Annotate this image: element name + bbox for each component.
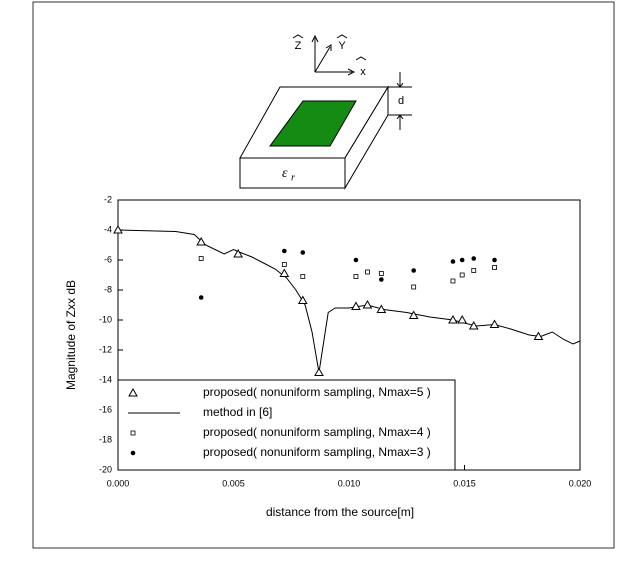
substrate	[239, 72, 412, 190]
data-point	[362, 299, 373, 309]
x-label: x	[360, 66, 366, 78]
data-point	[376, 304, 387, 313]
data-point	[281, 262, 287, 267]
legend-label: proposed( nonuniform sampling, Nmax=3 )	[203, 445, 431, 459]
x-axis-title: distance from the source[m]	[266, 505, 414, 519]
legend-marker	[130, 450, 136, 456]
data-point	[198, 295, 204, 300]
data-point	[459, 257, 465, 263]
y-tick-label: -2	[104, 194, 112, 204]
legend-label: proposed( nonuniform sampling, Nmax=4 )	[203, 425, 431, 439]
z-label: Z	[295, 40, 302, 52]
coordinate-axes	[292, 34, 367, 76]
data-point	[450, 278, 456, 284]
data-point	[353, 257, 359, 263]
data-point	[282, 248, 287, 254]
data-point	[378, 271, 384, 276]
plot: -20 -18 -16 -14 -12 -10 -8 -6 -4 -2 0.000 0.005 0.01…	[99, 194, 591, 488]
y-tick-label: -6	[104, 254, 112, 264]
d-label: d	[398, 95, 404, 107]
legend: proposed( nonuniform sampling, Nmax=5 ) m…	[117, 379, 456, 471]
data-point	[351, 301, 361, 310]
y-label: Y	[338, 40, 346, 52]
y-tick-label: -8	[104, 284, 112, 294]
data-point	[411, 284, 417, 290]
x-tick-label: 0.000	[107, 478, 130, 488]
data-point	[300, 250, 306, 255]
data-point	[113, 224, 123, 234]
y-tick-label: -12	[99, 344, 112, 354]
data-point	[457, 314, 468, 324]
y-tick-label: -4	[104, 224, 112, 234]
x-tick-label: 0.010	[338, 478, 361, 488]
y-tick-label: -18	[99, 434, 112, 444]
data-point	[314, 367, 324, 376]
legend-marker	[128, 387, 138, 397]
data-point	[468, 320, 479, 330]
x-tick-label: 0.020	[569, 478, 592, 488]
data-point	[365, 269, 370, 275]
data-point	[353, 274, 359, 279]
series-line	[117, 229, 581, 373]
data-point	[533, 331, 544, 340]
legend-box	[117, 379, 456, 471]
data-point	[408, 310, 419, 319]
data-point	[471, 268, 477, 273]
data-point	[450, 259, 456, 264]
data-point	[492, 265, 497, 270]
legend-label: proposed( nonuniform sampling, Nmax=5 )	[203, 385, 431, 399]
y-tick-label: -16	[99, 404, 112, 414]
data-point	[489, 319, 500, 328]
data-point	[471, 256, 477, 261]
data-point	[297, 295, 308, 304]
x-tick-label: 0.005	[222, 478, 245, 488]
data-point	[492, 257, 497, 263]
data-point	[459, 272, 465, 278]
y-tick-label: -10	[99, 314, 112, 324]
legend-marker	[130, 430, 136, 436]
data-point	[196, 236, 207, 246]
legend-label: method in [6]	[203, 405, 272, 419]
data-point	[448, 314, 458, 324]
data-point	[279, 268, 290, 277]
data-point	[379, 277, 384, 282]
y-tick-label: -14	[99, 374, 112, 384]
data-point	[300, 274, 306, 279]
data-point	[411, 268, 416, 273]
y-axis-title: Magnitude of Zxx dB	[64, 280, 78, 390]
epsilon: ε	[282, 166, 288, 181]
epsilon-sub: r	[291, 172, 295, 183]
x-tick-label: 0.015	[453, 478, 476, 488]
data-point	[198, 256, 204, 261]
data-point	[233, 248, 243, 258]
y-tick-label: -20	[99, 464, 112, 474]
